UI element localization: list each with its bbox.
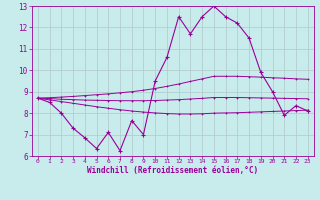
X-axis label: Windchill (Refroidissement éolien,°C): Windchill (Refroidissement éolien,°C) (87, 166, 258, 175)
